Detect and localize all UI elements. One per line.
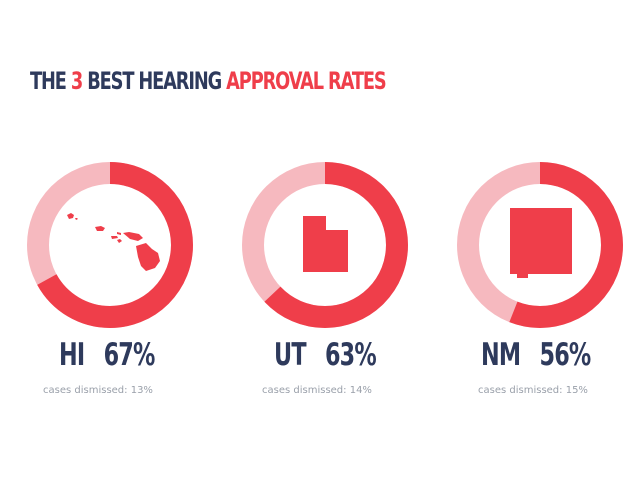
title-part-4: APPROVAL RATES bbox=[226, 67, 387, 95]
donut-chart-ut bbox=[242, 162, 408, 328]
donut-value-arc-hi bbox=[27, 162, 193, 328]
donut-chart-hi bbox=[27, 162, 193, 328]
approval-rate-hi: 67% bbox=[103, 337, 156, 373]
title-part-2: 3 bbox=[70, 67, 83, 95]
page-title: THE 3 BEST HEARING APPROVAL RATES bbox=[30, 66, 387, 96]
dismissed-note-ut: cases dismissed: 14% bbox=[262, 385, 372, 396]
chart-panel-ut: UT 63% cases dismissed: 14% bbox=[240, 160, 440, 410]
dismissed-note-nm: cases dismissed: 15% bbox=[478, 385, 588, 396]
new-mexico-map-icon bbox=[510, 208, 572, 278]
utah-map-icon bbox=[303, 216, 348, 272]
stat-nm: NM 56% bbox=[481, 338, 591, 372]
chart-panel-nm: NM 56% cases dismissed: 15% bbox=[455, 160, 638, 410]
approval-rate-ut: 63% bbox=[324, 337, 377, 373]
title-part-1: THE bbox=[30, 67, 67, 95]
chart-panel-hi: HI 67% cases dismissed: 13% bbox=[25, 160, 225, 410]
approval-rate-nm: 56% bbox=[539, 337, 591, 373]
donut-value-arc-nm bbox=[457, 162, 623, 328]
stat-ut: UT 63% bbox=[274, 337, 377, 373]
hawaii-map-icon bbox=[67, 213, 160, 271]
state-code-nm: NM bbox=[481, 337, 521, 373]
dismissed-note-hi: cases dismissed: 13% bbox=[43, 385, 153, 396]
donut-value-arc-ut bbox=[242, 162, 408, 328]
stat-hi: HI 67% bbox=[59, 338, 155, 372]
state-code-ut: UT bbox=[274, 337, 307, 373]
donut-chart-nm bbox=[457, 162, 623, 328]
title-part-3: BEST HEARING bbox=[87, 67, 222, 95]
state-code-hi: HI bbox=[59, 337, 85, 373]
